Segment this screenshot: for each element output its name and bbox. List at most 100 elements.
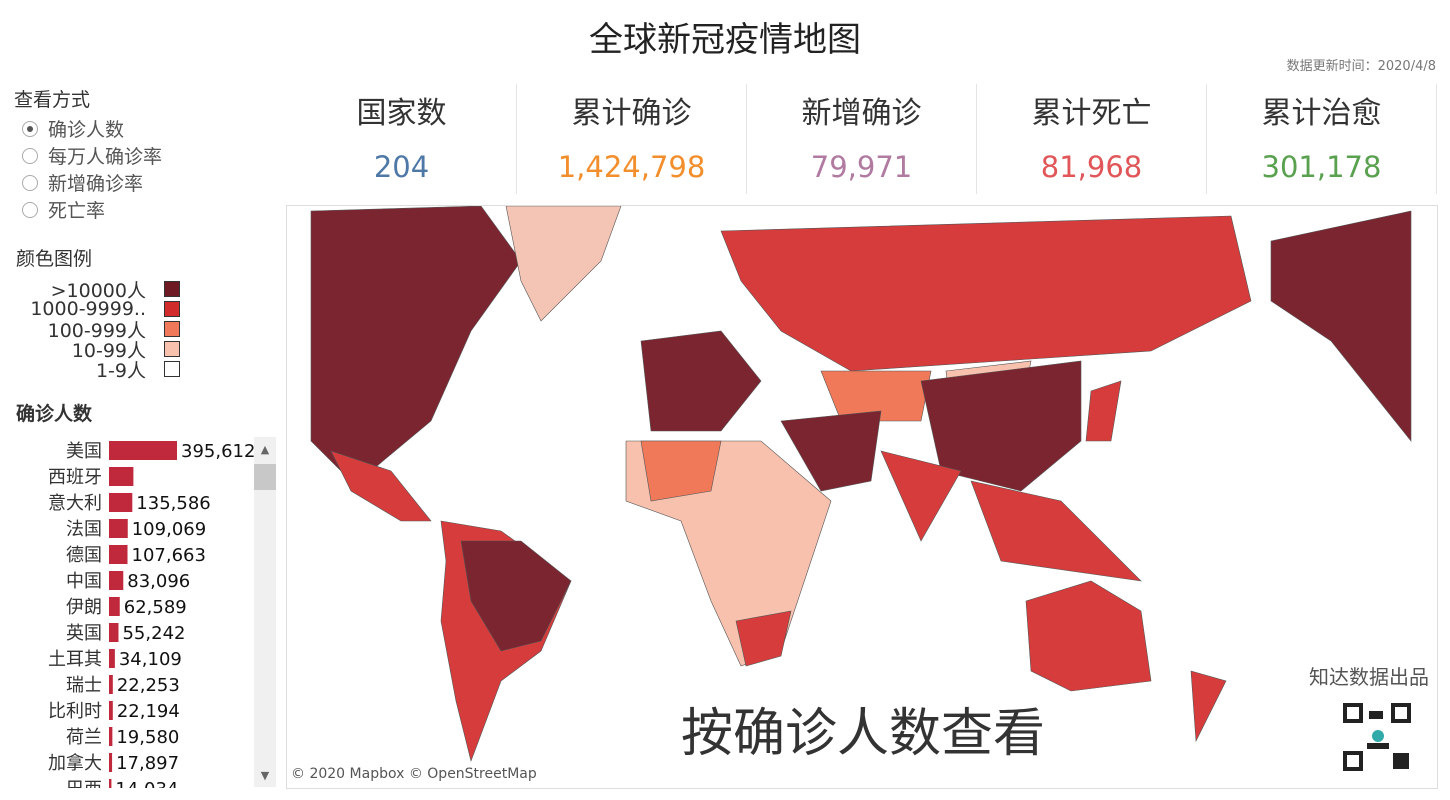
bar-label: 中国 bbox=[66, 571, 102, 592]
bar bbox=[109, 519, 128, 538]
bar-label: 荷兰 bbox=[66, 727, 102, 748]
legend-label: 100-999人 bbox=[47, 319, 146, 342]
legend-swatch bbox=[164, 361, 180, 377]
value-label: 395,612 bbox=[181, 441, 255, 462]
value-label: 55,242 bbox=[122, 623, 185, 644]
scrollbar[interactable] bbox=[254, 437, 276, 787]
value-label: 17,897 bbox=[116, 753, 179, 774]
kpi-label: 新增确诊 bbox=[801, 96, 922, 131]
value-label: 34,109 bbox=[119, 649, 182, 670]
view-option[interactable]: 新增确诊率 bbox=[22, 169, 143, 196]
value-label: 135,586 bbox=[136, 493, 210, 514]
bar bbox=[109, 571, 124, 590]
bar-label: 加拿大 bbox=[48, 752, 102, 774]
legend-item: 1000-9999.. bbox=[10, 298, 180, 320]
option-label: 新增确诊率 bbox=[48, 173, 144, 195]
value-label: 14,034 bbox=[115, 779, 178, 788]
region bbox=[1085, 380, 1122, 442]
region bbox=[1190, 670, 1227, 743]
bar-label: 美国 bbox=[66, 441, 102, 462]
bar-label: 英国 bbox=[66, 623, 102, 644]
region bbox=[640, 440, 722, 502]
radio bbox=[22, 120, 38, 137]
legend-swatch bbox=[164, 301, 180, 317]
credit: 知达数据出品 bbox=[1309, 665, 1429, 689]
bar-label: 法国 bbox=[66, 519, 102, 540]
view-option[interactable]: 确诊人数 bbox=[22, 115, 124, 142]
legend-item: 10-99人 bbox=[10, 339, 180, 362]
value-label: 109,069 bbox=[132, 519, 206, 540]
kpi: 累计治愈 301,178 bbox=[1207, 84, 1437, 194]
kpi-value: 79,971 bbox=[810, 150, 913, 184]
bar bbox=[109, 467, 134, 486]
region bbox=[720, 215, 1252, 372]
region bbox=[505, 206, 622, 322]
bar-label: 西班牙 bbox=[48, 467, 102, 488]
scroll-down[interactable]: ▼ bbox=[261, 769, 270, 782]
kpi-value: 204 bbox=[373, 150, 430, 184]
map: 按确诊人数查看 © 2020 Mapbox © OpenStreetMap 知达… bbox=[286, 205, 1438, 789]
kpi-value: 1,424,798 bbox=[557, 150, 706, 184]
region bbox=[820, 370, 932, 422]
legend-item: 100-999人 bbox=[10, 319, 180, 342]
legend-item: 1-9人 bbox=[10, 359, 180, 382]
bar bbox=[109, 753, 113, 772]
bar-label: 巴西 bbox=[66, 779, 102, 788]
section-title: 颜色图例 bbox=[16, 248, 93, 270]
region bbox=[920, 360, 1082, 492]
bar bbox=[109, 701, 113, 720]
legend-swatch bbox=[164, 321, 180, 337]
radio bbox=[22, 147, 38, 164]
bar bbox=[109, 649, 115, 668]
value-label: 62,589 bbox=[124, 597, 187, 618]
region bbox=[330, 450, 432, 522]
kpi-label: 累计确诊 bbox=[571, 96, 692, 131]
region bbox=[460, 540, 572, 652]
region bbox=[970, 480, 1142, 582]
value-label: 22,253 bbox=[117, 675, 180, 696]
option-label: 确诊人数 bbox=[48, 119, 125, 141]
bar-label: 伊朗 bbox=[66, 597, 102, 618]
legend-swatch bbox=[164, 281, 180, 297]
value-label: 22,194 bbox=[117, 701, 180, 722]
value-label: 83,096 bbox=[127, 571, 190, 592]
radio bbox=[22, 174, 38, 191]
region bbox=[1025, 580, 1152, 692]
legend-label: 10-99人 bbox=[71, 339, 146, 362]
region bbox=[880, 450, 962, 542]
kpi: 国家数 204 bbox=[287, 84, 517, 194]
bar-label: 意大利 bbox=[48, 493, 102, 514]
bar-label: 德国 bbox=[66, 545, 102, 566]
update-time: 数据更新时间：2020/4/8 bbox=[1286, 59, 1436, 74]
bar bbox=[109, 493, 133, 512]
bar-label: 瑞士 bbox=[66, 675, 102, 696]
legend-item: >10000人 bbox=[10, 279, 180, 302]
bar bbox=[109, 597, 120, 616]
value-label: 19,580 bbox=[116, 727, 179, 748]
kpi: 累计死亡 81,968 bbox=[977, 84, 1207, 194]
region bbox=[640, 330, 762, 432]
kpi-value: 301,178 bbox=[1261, 150, 1382, 184]
section-title: 确诊人数 bbox=[16, 403, 93, 425]
qr-code bbox=[1341, 701, 1413, 773]
bar bbox=[109, 779, 112, 788]
attribution: © 2020 Mapbox © OpenStreetMap bbox=[291, 766, 537, 782]
kpi-label: 累计死亡 bbox=[1031, 96, 1152, 131]
scroll-thumb[interactable] bbox=[254, 464, 276, 490]
section-title: 查看方式 bbox=[14, 89, 91, 111]
scroll-up[interactable]: ▲ bbox=[261, 443, 270, 456]
kpi: 新增确诊 79,971 bbox=[747, 84, 977, 194]
bar bbox=[109, 441, 177, 460]
region bbox=[780, 410, 882, 492]
view-option[interactable]: 死亡率 bbox=[22, 196, 105, 223]
bar bbox=[109, 623, 119, 642]
title: 全球新冠疫情地图 bbox=[589, 20, 861, 60]
region bbox=[310, 206, 522, 472]
bar bbox=[109, 545, 128, 564]
view-option[interactable]: 每万人确诊率 bbox=[22, 142, 162, 169]
radio bbox=[22, 201, 38, 218]
kpi-label: 累计治愈 bbox=[1261, 96, 1382, 131]
kpi-label: 国家数 bbox=[356, 96, 447, 131]
bar-label: 比利时 bbox=[48, 701, 102, 722]
